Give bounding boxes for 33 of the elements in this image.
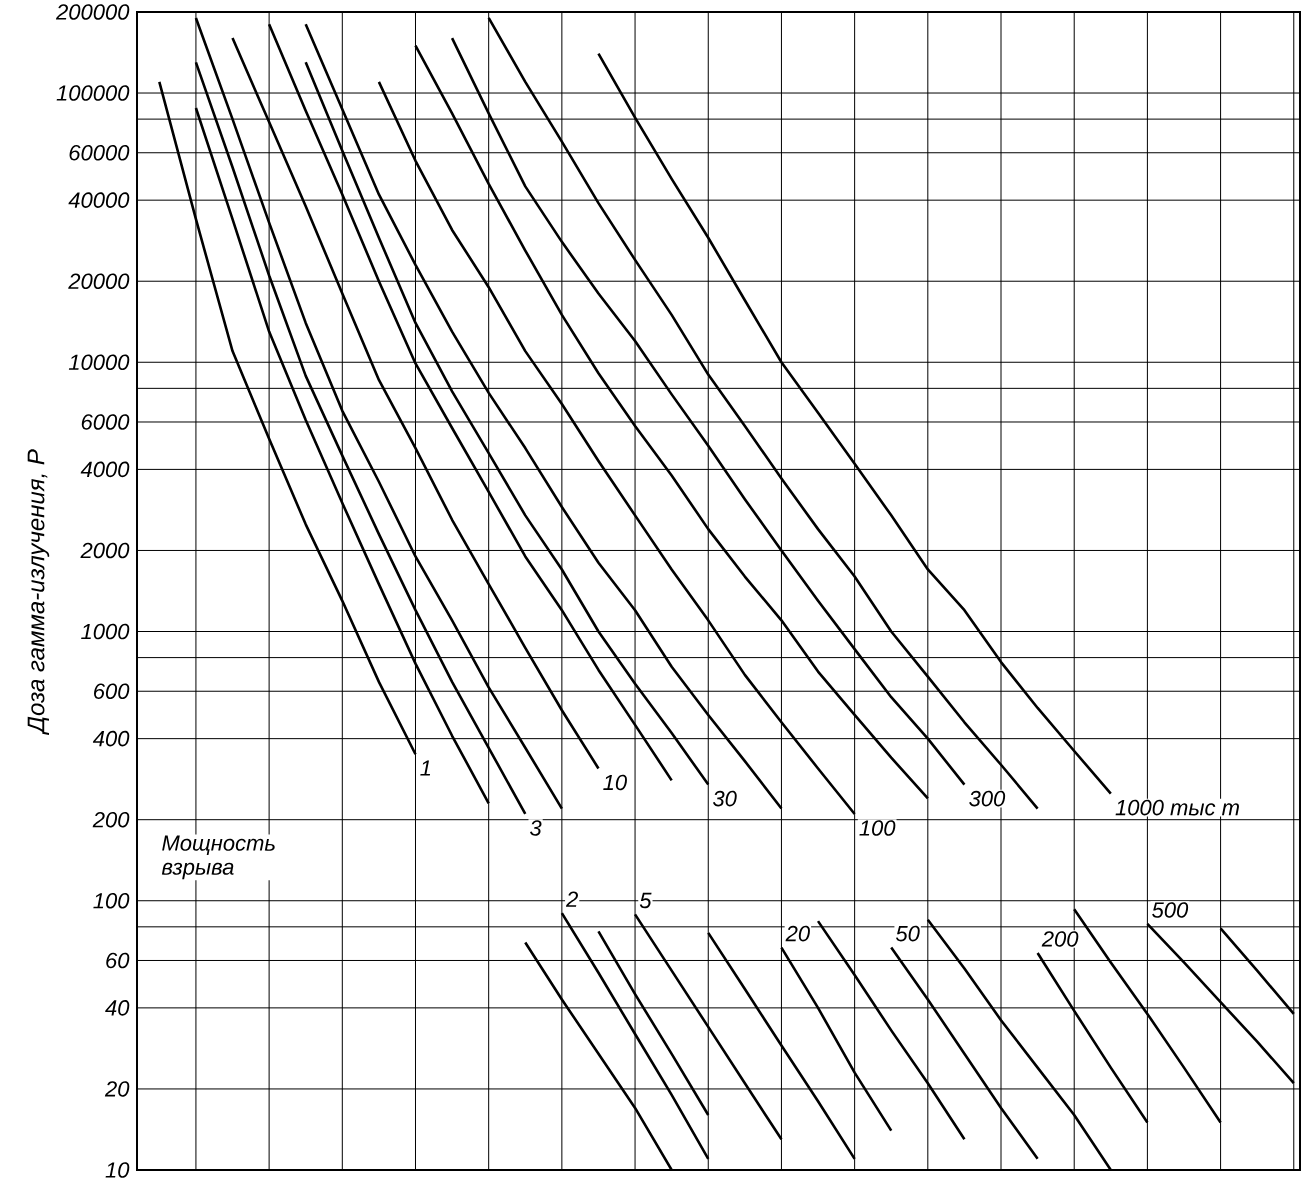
y-tick-label: 40000	[68, 192, 130, 208]
y-tick-label: 60	[106, 952, 130, 969]
y-tick-label: 100	[93, 892, 130, 909]
series-label: 200	[1041, 931, 1079, 947]
series-label: 10	[603, 774, 627, 791]
legend-title: Мощность взрыва	[161, 835, 275, 880]
y-tick-label: 400	[92, 730, 130, 747]
series-label: 300	[969, 790, 1006, 807]
y-tick-label: 1000	[81, 623, 130, 640]
series-label: 20	[785, 925, 810, 942]
y-tick-label: 10000	[68, 354, 130, 371]
y-tick-label: 60000	[69, 144, 130, 161]
y-tick-label: 2000	[80, 542, 130, 559]
y-tick-label: 6000	[81, 414, 130, 430]
series-label: 1	[420, 760, 431, 776]
y-tick-label: 100000	[56, 85, 130, 101]
series-label: 5	[639, 892, 652, 909]
series-label: 2	[565, 891, 578, 907]
series-label: 500	[1152, 902, 1189, 918]
y-tick-label: 20000	[68, 273, 130, 290]
y-axis-title: Доза гамма-излучения, Р	[27, 449, 50, 736]
y-tick-label: 10	[105, 1162, 130, 1178]
y-tick-label: 200000	[55, 4, 130, 20]
series-label: 3	[530, 820, 542, 836]
y-tick-label: 200	[92, 811, 130, 828]
y-tick-label: 4000	[80, 461, 130, 478]
y-tick-label: 20	[104, 1081, 130, 1097]
series-label: 1000 тыс т	[1115, 799, 1239, 816]
y-tick-label: 600	[94, 683, 130, 700]
series-label: 30	[712, 790, 737, 807]
y-tick-label: 40	[105, 1000, 130, 1016]
series-label: 100	[859, 820, 896, 836]
series-label: 50	[895, 925, 920, 942]
